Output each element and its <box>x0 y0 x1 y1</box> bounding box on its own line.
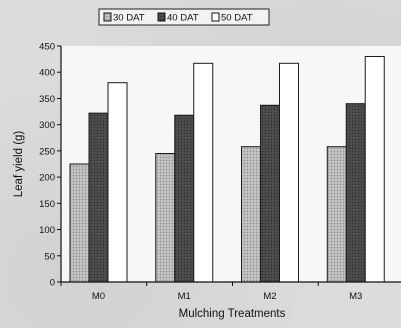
y-tick-label: 300 <box>39 120 55 131</box>
legend-swatch <box>103 12 112 22</box>
bars <box>69 55 385 283</box>
bar-M3-40-dat <box>345 103 366 283</box>
legend-label: 30 DAT <box>113 13 145 24</box>
bar-M3-30-dat <box>326 146 347 283</box>
bar-M3-50-dat <box>364 55 385 283</box>
x-tick-label: M0 <box>92 291 105 302</box>
bar-M1-50-dat <box>193 62 214 283</box>
bar-M2-30-dat <box>241 146 261 283</box>
y-tick-label: 100 <box>39 225 55 236</box>
bar-M0-30-dat <box>69 163 90 283</box>
legend: 30 DAT 40 DAT 50 DAT <box>98 8 270 26</box>
bar-M2-40-dat <box>260 104 280 283</box>
y-tick-label: 150 <box>39 199 55 210</box>
x-axis-title: Mulching Treatments <box>179 308 286 320</box>
x-tick-label: M3 <box>349 291 362 302</box>
y-tick-label: 250 <box>39 146 55 157</box>
y-tick-label: 450 <box>39 42 55 53</box>
y-tick-label: 0 <box>50 278 55 289</box>
x-axis: M0 M1 M2 M3 <box>60 281 401 302</box>
y-tick-label: 200 <box>39 173 55 184</box>
y-tick-label: 50 <box>44 251 55 262</box>
y-tick-label: 400 <box>39 68 55 79</box>
legend-swatch <box>157 12 166 22</box>
legend-swatch <box>211 12 220 22</box>
legend-label: 50 DAT <box>221 13 253 24</box>
bar-M0-40-dat <box>88 112 109 283</box>
bar-M1-30-dat <box>155 153 176 283</box>
x-tick-label: M2 <box>263 291 276 302</box>
legend-label: 40 DAT <box>167 13 199 24</box>
x-tick-label: M1 <box>178 291 191 302</box>
legend-box <box>98 8 270 26</box>
bar-M2-50-dat <box>279 62 299 283</box>
y-tick-label: 350 <box>39 94 55 105</box>
bar-M1-40-dat <box>174 114 195 283</box>
y-axis-title: Leaf yield (g) <box>13 131 25 198</box>
y-axis: 0 50 100 150 200 250 300 350 400 450 <box>39 42 62 289</box>
bar-M0-50-dat <box>107 82 128 283</box>
